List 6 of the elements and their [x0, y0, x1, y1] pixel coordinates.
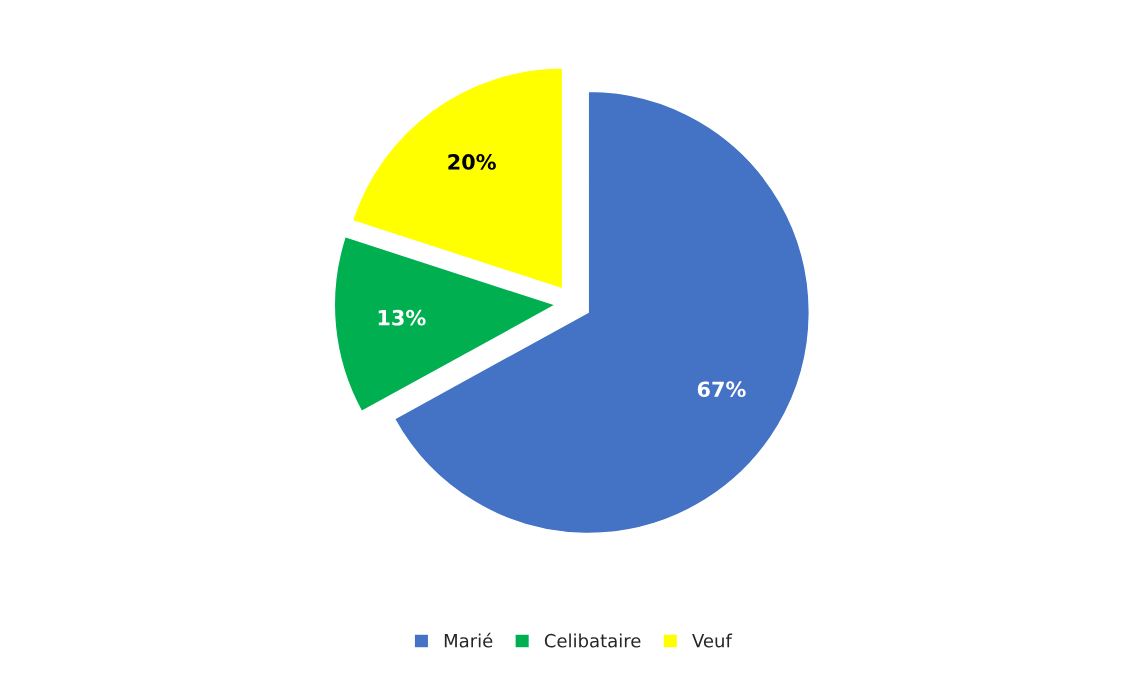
data-label: 67% [697, 381, 746, 398]
legend-label: Celibataire [544, 633, 641, 648]
data-label: 20% [448, 154, 496, 170]
legend-label: Veuf [692, 633, 733, 648]
legend-label: Marié [444, 632, 493, 648]
data-label: 13% [378, 309, 426, 326]
